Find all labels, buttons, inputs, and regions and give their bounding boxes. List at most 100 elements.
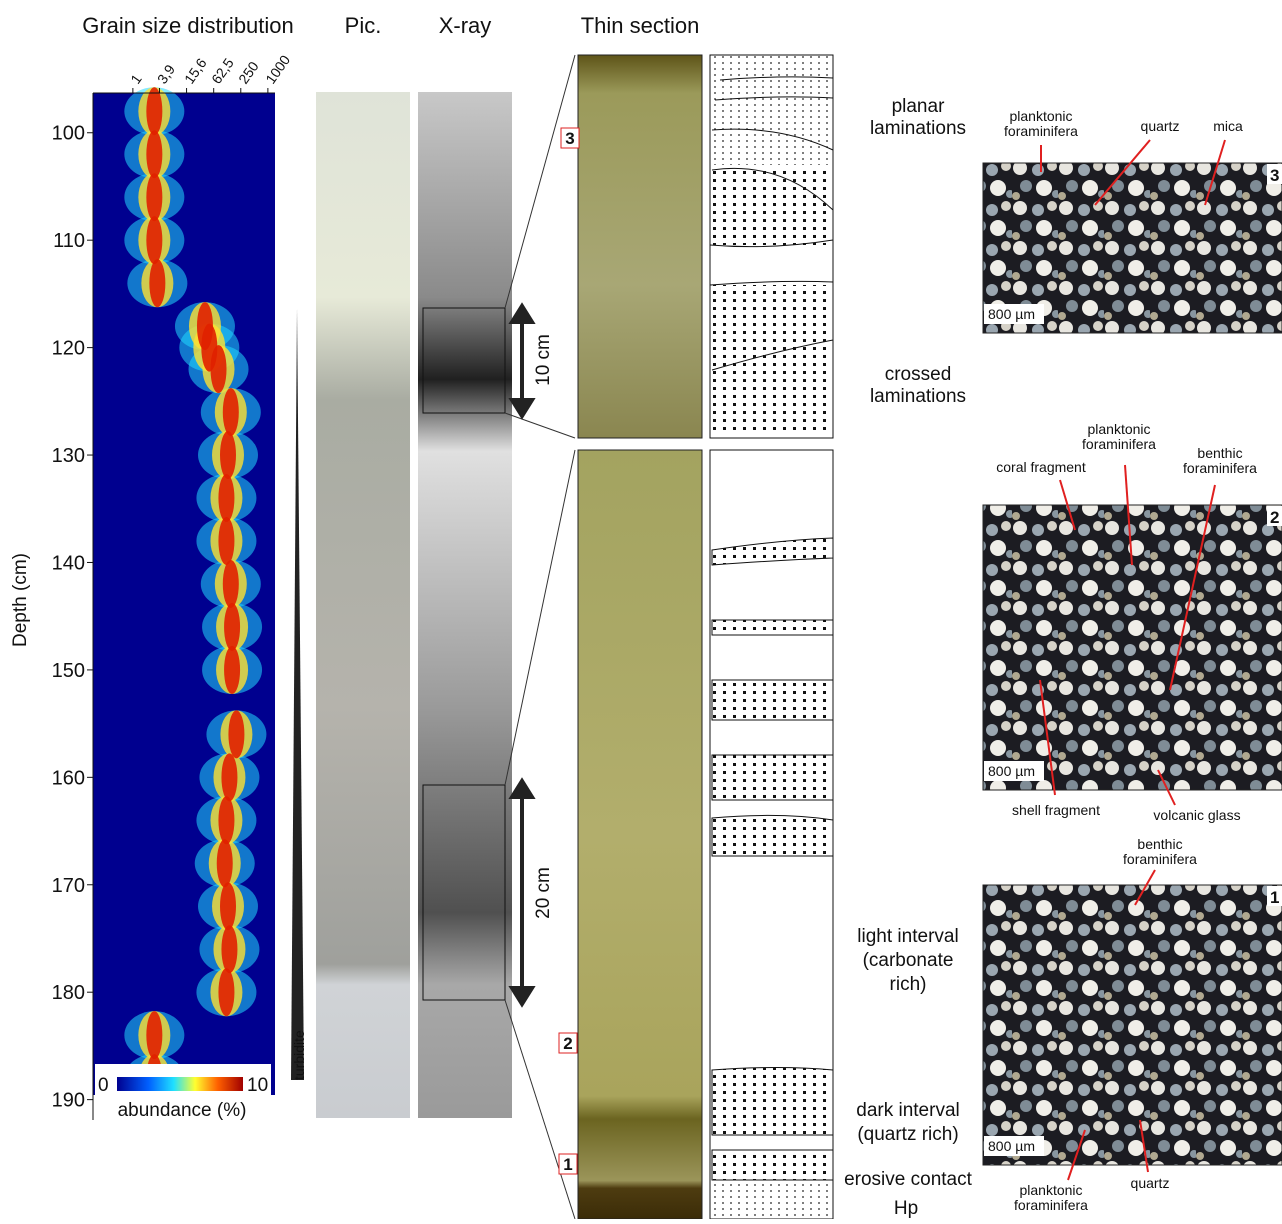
photo-label: shell fragment bbox=[1012, 802, 1100, 818]
colorbar-box bbox=[95, 1064, 271, 1122]
line: benthic bbox=[1197, 445, 1242, 461]
zoom-line bbox=[504, 999, 576, 1220]
grain-mode bbox=[222, 559, 239, 608]
line: (carbonate bbox=[863, 950, 954, 971]
x-tick-label: 1000 bbox=[262, 52, 293, 87]
core-photo bbox=[316, 92, 410, 1118]
photo: 1 800 µm benthic foraminifera planktonic f… bbox=[982, 836, 1282, 1213]
description: crossed laminations bbox=[870, 364, 966, 407]
thin-section bbox=[577, 449, 703, 1220]
x-tick-label: 15,6 bbox=[181, 55, 210, 87]
zoom-box bbox=[422, 784, 506, 1001]
scale-bar: 800 µm bbox=[988, 763, 1035, 779]
zoom-line bbox=[504, 54, 576, 309]
grain-mode bbox=[221, 753, 238, 802]
grain-mode bbox=[149, 259, 166, 308]
line: laminations bbox=[870, 386, 966, 407]
line: benthic bbox=[1137, 836, 1182, 852]
grain-mode bbox=[146, 216, 163, 265]
column-header: X-ray bbox=[439, 13, 492, 38]
line: planktonic bbox=[1087, 421, 1150, 437]
photo-number: 1 bbox=[1270, 888, 1279, 907]
grain-mode bbox=[224, 645, 241, 694]
grain-mode bbox=[216, 839, 233, 888]
column-header: Pic. bbox=[345, 13, 382, 38]
grain-mode bbox=[146, 87, 163, 136]
line: foraminifera bbox=[1123, 851, 1197, 867]
grain-mode bbox=[146, 173, 163, 222]
sketch bbox=[709, 54, 834, 1220]
grain-mode bbox=[146, 130, 163, 179]
photo-label: volcanic glass bbox=[1153, 807, 1240, 823]
colorbar-min: 0 bbox=[98, 1075, 109, 1096]
line: light interval bbox=[857, 926, 958, 947]
photo: 2 800 µm coral fragment planktonic forami… bbox=[982, 421, 1282, 823]
grain-mode bbox=[218, 968, 235, 1017]
turbidite-wedge bbox=[291, 308, 304, 1080]
x-tick-label: 250 bbox=[235, 58, 262, 86]
scale-bar: 800 µm bbox=[988, 1138, 1035, 1154]
description: Hp bbox=[894, 1198, 918, 1219]
photo-number: 2 bbox=[1270, 508, 1279, 527]
marker: 2 bbox=[563, 1034, 572, 1053]
y-tick-label: 110 bbox=[53, 230, 85, 252]
grain-mode bbox=[146, 1011, 163, 1060]
y-tick-label: 160 bbox=[52, 767, 85, 789]
chart-title: Grain size distribution bbox=[82, 13, 294, 38]
photo-label: quartz bbox=[1131, 1175, 1170, 1191]
photo-label: mica bbox=[1213, 118, 1243, 134]
y-tick-label: 100 bbox=[52, 123, 85, 145]
y-tick-label: 190 bbox=[52, 1090, 85, 1112]
grain-mode bbox=[224, 602, 241, 651]
scale-bar: 800 µm bbox=[988, 306, 1035, 322]
line: foraminifera bbox=[1082, 436, 1156, 452]
x-tick-label: 1 bbox=[127, 71, 145, 87]
grain-mode bbox=[220, 882, 237, 931]
y-axis-label: Depth (cm) bbox=[10, 553, 31, 647]
heatmap bbox=[124, 87, 267, 1103]
photo-label: coral fragment bbox=[996, 459, 1086, 475]
description: light interval (carbonate rich) bbox=[857, 926, 958, 995]
xray-image bbox=[418, 92, 512, 1118]
photo-number: 3 bbox=[1270, 166, 1279, 185]
grain-mode bbox=[222, 388, 239, 437]
grain-mode bbox=[228, 710, 245, 759]
x-tick-label: 62,5 bbox=[208, 55, 237, 87]
photo-label: quartz bbox=[1141, 118, 1180, 134]
marker: 1 bbox=[563, 1155, 572, 1174]
zoom-box bbox=[422, 307, 506, 414]
x-tick-label: 3,9 bbox=[154, 61, 178, 86]
grain-mode bbox=[218, 796, 235, 845]
grain-mode bbox=[218, 516, 235, 565]
scale-label: 10 cm bbox=[533, 334, 554, 386]
scale-arrows bbox=[508, 302, 536, 1008]
line: planar bbox=[892, 96, 945, 117]
thin-section bbox=[577, 54, 703, 439]
y-tick-label: 140 bbox=[52, 552, 85, 574]
zoom-line bbox=[504, 412, 576, 439]
photo-label: planktonic foraminifera bbox=[1014, 1182, 1088, 1213]
y-tick-label: 170 bbox=[52, 875, 85, 897]
turbidite-label: turbidite bbox=[291, 1030, 307, 1080]
line: foraminifera bbox=[1004, 123, 1078, 139]
photo: 3 800 µm planktonic foraminifera quartz m… bbox=[982, 108, 1282, 334]
colorbar-label: abundance (%) bbox=[118, 1100, 247, 1121]
photo-label: planktonic foraminifera bbox=[1082, 421, 1156, 452]
line: planktonic bbox=[1019, 1182, 1082, 1198]
thin-markers: 3 2 1 bbox=[558, 127, 580, 1175]
photo-label: planktonic foraminifera bbox=[1004, 108, 1078, 139]
description: planar laminations bbox=[870, 96, 966, 139]
y-tick-label: 130 bbox=[52, 445, 85, 467]
line: rich) bbox=[890, 974, 927, 995]
descriptions: planar laminations crossed laminations lig… bbox=[844, 96, 973, 1219]
y-tick-label: 120 bbox=[52, 338, 85, 360]
colorbar-max: 10 bbox=[247, 1075, 268, 1096]
column-header: Thin section bbox=[581, 13, 700, 38]
marker: 3 bbox=[565, 129, 574, 148]
line: (quartz rich) bbox=[857, 1124, 958, 1145]
description: erosive contact bbox=[844, 1169, 973, 1190]
line: dark interval bbox=[856, 1100, 960, 1121]
y-tick-label: 150 bbox=[52, 660, 85, 682]
line: foraminifera bbox=[1183, 460, 1257, 476]
